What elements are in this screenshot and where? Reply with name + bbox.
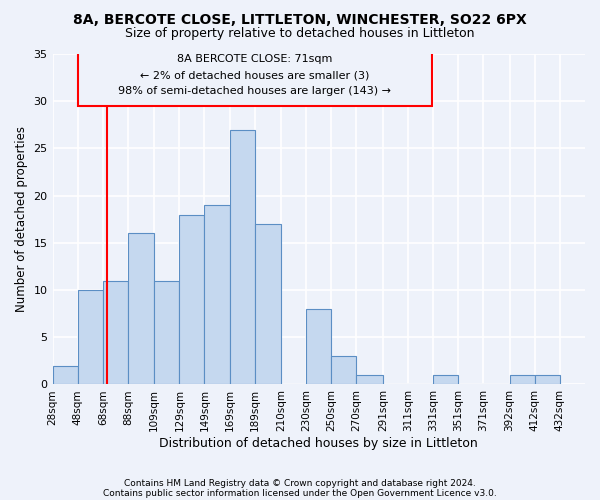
Bar [154,280,179,384]
Bar [356,375,383,384]
Text: Size of property relative to detached houses in Littleton: Size of property relative to detached ho… [125,28,475,40]
Bar [205,205,230,384]
Text: ← 2% of detached houses are smaller (3): ← 2% of detached houses are smaller (3) [140,70,370,80]
Text: Contains public sector information licensed under the Open Government Licence v3: Contains public sector information licen… [103,488,497,498]
Bar [509,375,535,384]
Bar [230,130,255,384]
Bar [535,375,560,384]
Bar [433,375,458,384]
Text: 8A, BERCOTE CLOSE, LITTLETON, WINCHESTER, SO22 6PX: 8A, BERCOTE CLOSE, LITTLETON, WINCHESTER… [73,12,527,26]
Bar [53,366,77,384]
Bar [128,234,154,384]
Text: Contains HM Land Registry data © Crown copyright and database right 2024.: Contains HM Land Registry data © Crown c… [124,478,476,488]
Bar [77,50,432,106]
Bar [306,309,331,384]
X-axis label: Distribution of detached houses by size in Littleton: Distribution of detached houses by size … [160,437,478,450]
Bar [103,280,128,384]
Y-axis label: Number of detached properties: Number of detached properties [15,126,28,312]
Text: 98% of semi-detached houses are larger (143) →: 98% of semi-detached houses are larger (… [118,86,391,97]
Bar [77,290,103,384]
Text: 8A BERCOTE CLOSE: 71sqm: 8A BERCOTE CLOSE: 71sqm [177,54,332,64]
Bar [179,214,205,384]
Bar [255,224,281,384]
Bar [331,356,356,384]
